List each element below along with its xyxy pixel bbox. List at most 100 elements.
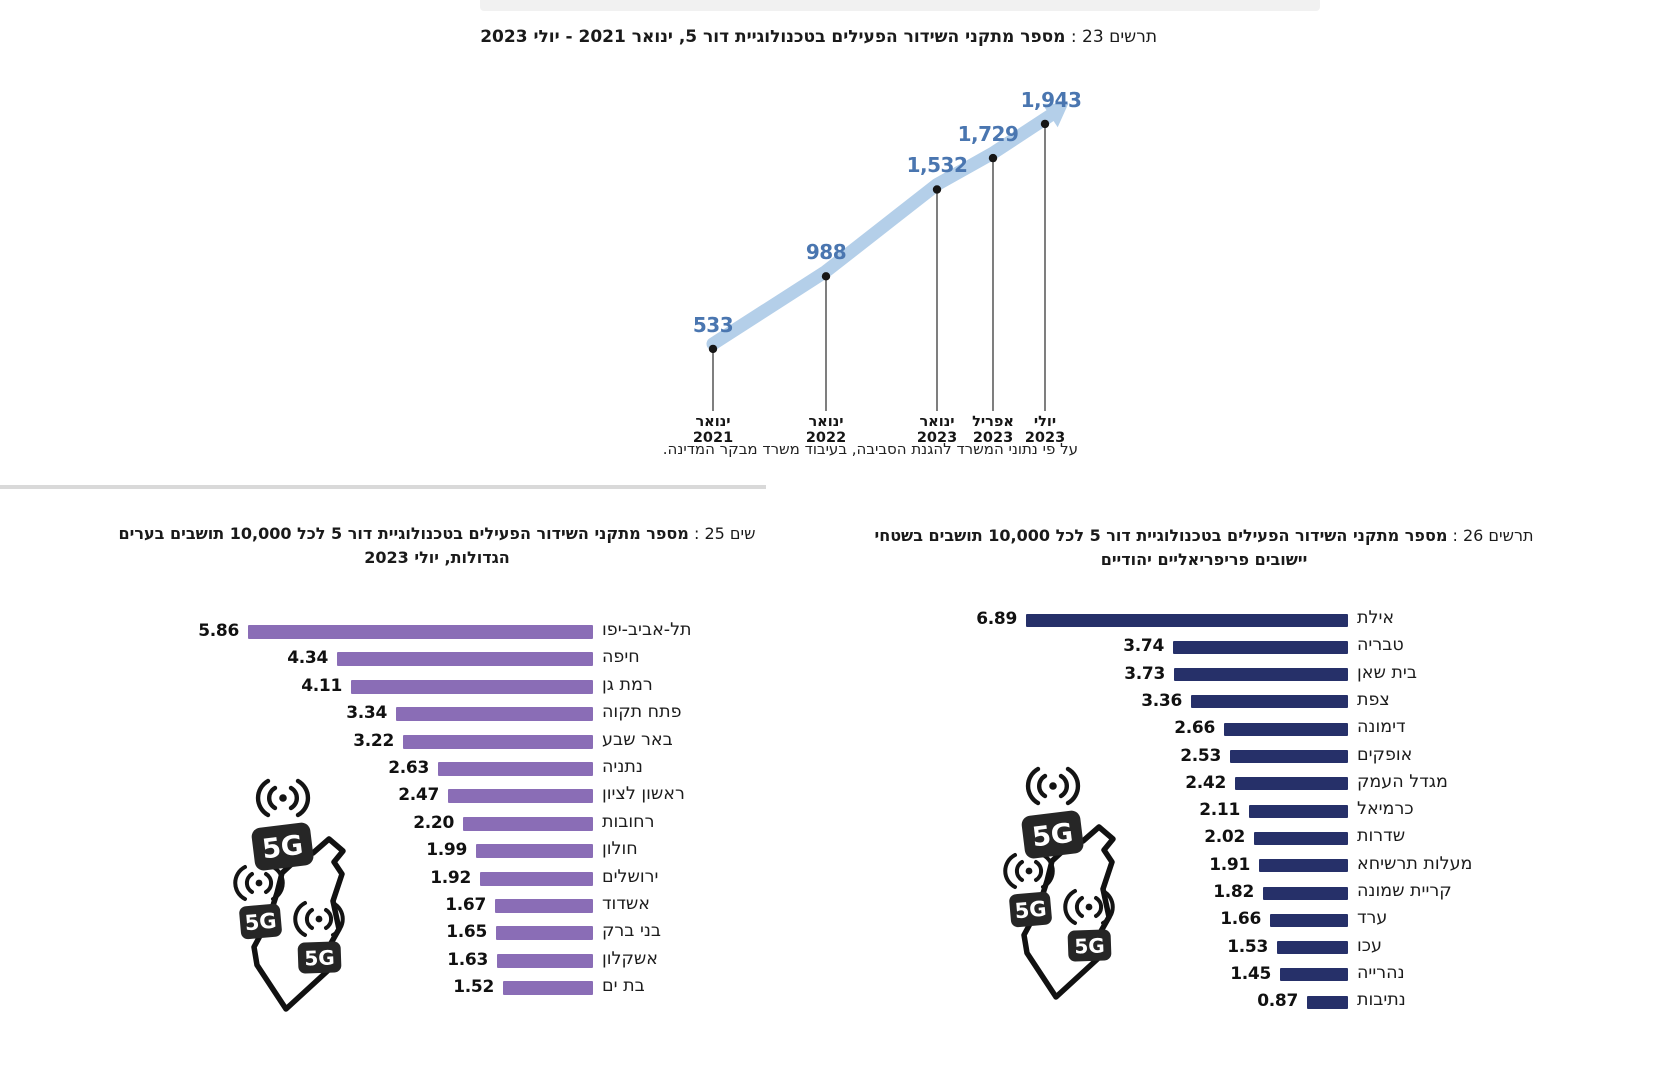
bar-category-label: דימונה <box>1357 717 1406 737</box>
bar <box>1174 668 1348 681</box>
bar-category-label: אשקלון <box>602 949 658 969</box>
bar <box>403 735 593 749</box>
x-axis-label: ינואר 2021 <box>665 414 761 446</box>
line-chart-graphic <box>706 103 1069 411</box>
bar-value-label: 3.34 <box>346 703 387 723</box>
bar-category-label: מגדל העמק <box>1357 772 1448 792</box>
bar-category-label: מעלות תרשיחא <box>1357 854 1473 874</box>
bar-category-label: בת ים <box>602 976 645 996</box>
x-axis-month: יולי <box>1033 414 1057 430</box>
bar <box>438 762 593 776</box>
bar-category-label: חולון <box>602 839 638 859</box>
bar <box>337 652 593 666</box>
bar-category-label: קריית שמונה <box>1357 881 1452 901</box>
x-axis-month: אפריל <box>972 414 1014 430</box>
chart25-title-line1: שים 25 : מספר מתקני השידור הפעילים בטכנו… <box>105 522 769 546</box>
bar-category-label: תל-אביב-יפו <box>602 620 692 640</box>
x-axis-year: 2023 <box>1024 430 1066 446</box>
point-value-label: 988 <box>805 240 847 264</box>
data-point <box>988 153 998 163</box>
data-point <box>821 272 831 281</box>
chart25-title-number: שים 25 : <box>693 524 756 543</box>
chart23-title-number: תרשים 23 : <box>1070 27 1157 47</box>
bar-value-label: 2.20 <box>413 813 454 833</box>
bar-category-label: רחובות <box>602 812 655 832</box>
bar <box>351 680 593 694</box>
bar-value-label: 3.73 <box>1124 664 1165 684</box>
bar <box>463 817 593 831</box>
bar-value-label: 1.53 <box>1227 937 1268 957</box>
bar <box>448 789 593 803</box>
bar-value-label: 1.91 <box>1209 855 1250 875</box>
chart26-title-line1: תרשים 26 : מספר מתקני השידור הפעילים בטכ… <box>838 524 1570 548</box>
x-axis-label: ינואר 2022 <box>778 414 874 446</box>
top-strip <box>480 0 1320 11</box>
chart25-title: שים 25 : מספר מתקני השידור הפעילים בטכנו… <box>105 522 769 570</box>
bar-category-label: אשדוד <box>602 894 650 914</box>
bar-value-label: 2.42 <box>1185 773 1226 793</box>
bar-value-label: 0.87 <box>1257 991 1298 1011</box>
bar-category-label: עכו <box>1357 936 1382 956</box>
bar <box>480 872 593 886</box>
bar-category-label: בית שאן <box>1357 663 1417 683</box>
data-point <box>932 185 942 194</box>
bar <box>1254 832 1348 845</box>
bar-category-label: צפת <box>1357 690 1390 710</box>
bar <box>248 625 593 639</box>
bar-value-label: 1.67 <box>445 895 486 915</box>
chart26-title-text: מספר מתקני השידור הפעילים בטכנולוגיית דו… <box>874 526 1448 545</box>
bar <box>1191 695 1348 708</box>
bar-category-label: נהרייה <box>1357 963 1405 983</box>
bar-value-label: 3.22 <box>353 731 394 751</box>
bar <box>1259 859 1348 872</box>
bar <box>1263 887 1348 900</box>
trend-arrow-band <box>706 108 1059 351</box>
chart26-title-line2: יישובים פריפריאליים יהודיים <box>1100 550 1308 569</box>
bar <box>496 926 593 940</box>
chart23-title-text: מספר מתקני השידור הפעילים בטכנולוגיית דו… <box>480 27 1066 47</box>
bar <box>1249 805 1348 818</box>
bar-category-label: בני ברק <box>602 921 662 941</box>
bar <box>1026 614 1348 627</box>
bar-value-label: 5.86 <box>198 621 239 641</box>
bar-value-label: 2.53 <box>1180 746 1221 766</box>
bar <box>1235 777 1348 790</box>
data-point <box>708 344 718 354</box>
bar-value-label: 1.92 <box>430 868 471 888</box>
point-value-label: 1,729 <box>957 122 1019 146</box>
x-axis-month: ינואר <box>695 414 731 430</box>
point-value-label: 1,532 <box>906 153 968 177</box>
bar-category-label: ראשון לציון <box>602 784 685 804</box>
x-axis-year: 2023 <box>916 430 958 446</box>
chart26-title: תרשים 26 : מספר מתקני השידור הפעילים בטכ… <box>838 524 1570 572</box>
x-axis-year: 2021 <box>692 430 734 446</box>
bar-value-label: 2.11 <box>1199 800 1240 820</box>
bar-category-label: אופקים <box>1357 745 1413 765</box>
bar <box>1270 914 1348 927</box>
bar-category-label: נתיבות <box>1357 990 1406 1010</box>
bar <box>1224 723 1348 736</box>
5g-broadcast-israel-map-icon <box>953 723 1123 1013</box>
bar-category-label: נתניה <box>602 757 643 777</box>
x-axis-month: ינואר <box>919 414 955 430</box>
bar <box>497 954 593 968</box>
bar-value-label: 1.82 <box>1213 882 1254 902</box>
bar-value-label: 4.34 <box>287 648 328 668</box>
chart25-title-line2: הגדולות, יולי 2023 <box>364 548 510 567</box>
x-axis-label: יולי 2023 <box>997 414 1093 446</box>
x-axis-label: ינואר 2023 <box>889 414 985 446</box>
bar <box>495 899 593 913</box>
bar-value-label: 1.65 <box>446 922 487 942</box>
bar-category-label: אילת <box>1357 608 1395 628</box>
bar-category-label: ירושלים <box>602 867 659 887</box>
x-axis-year: 2022 <box>805 430 847 446</box>
bar-value-label: 2.63 <box>388 758 429 778</box>
bar-category-label: שדרות <box>1357 826 1406 846</box>
bar-value-label: 1.45 <box>1230 964 1271 984</box>
bar <box>503 981 593 995</box>
chart23-source-caption: על פי נתוני המשרד להגנת הסביבה, בעיבוד מ… <box>662 440 1078 458</box>
bar-value-label: 1.99 <box>426 840 467 860</box>
bar <box>1280 968 1348 981</box>
bar-value-label: 2.66 <box>1174 718 1215 738</box>
